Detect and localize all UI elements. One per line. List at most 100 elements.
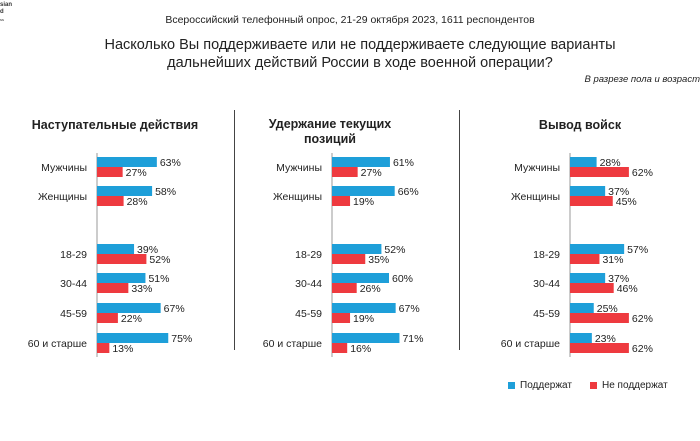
bar-support <box>332 273 389 283</box>
data-label-support: 57% <box>627 244 648 256</box>
panel-title-hold-line-1: Удержание текущих <box>268 117 392 131</box>
panel-title-hold-line-2: позиций <box>304 132 356 146</box>
bar-not-support <box>97 254 147 264</box>
data-label-not-support: 62% <box>632 343 653 355</box>
data-label-not-support: 62% <box>632 313 653 325</box>
data-label-not-support: 19% <box>353 196 374 208</box>
category-label: 18-29 <box>295 249 322 261</box>
category-label: 60 и старше <box>28 338 87 350</box>
data-label-not-support: 26% <box>360 283 381 295</box>
legend-item-not-support: Не поддержат <box>590 380 668 391</box>
category-label: 60 и старше <box>501 338 560 350</box>
data-label-support: 52% <box>384 244 405 256</box>
category-label: Мужчины <box>276 162 322 174</box>
question-title: Насколько Вы поддерживаете или не поддер… <box>60 36 660 72</box>
data-label-support: 58% <box>155 186 176 198</box>
bar-not-support <box>332 167 358 177</box>
logo-line-3: ss <box>0 17 4 22</box>
bar-support <box>570 244 625 254</box>
bar-support <box>570 157 597 167</box>
bar-not-support <box>332 283 357 293</box>
bar-not-support <box>570 343 629 353</box>
data-label-not-support: 28% <box>127 196 148 208</box>
bar-not-support <box>570 283 614 293</box>
panel-title-hold-positions: Удержание текущих позиций <box>245 117 415 147</box>
category-label: Женщины <box>511 191 560 203</box>
data-label-support: 66% <box>398 186 419 198</box>
question-line-1: Насколько Вы поддерживаете или не поддер… <box>104 37 616 53</box>
data-label-not-support: 16% <box>350 343 371 355</box>
bar-not-support <box>97 313 118 323</box>
bar-support <box>97 333 169 343</box>
data-label-not-support: 13% <box>112 343 133 355</box>
bar-not-support <box>97 196 124 206</box>
category-label: 60 и старше <box>263 338 322 350</box>
panel-title-withdrawal: Вывод войск <box>538 118 622 132</box>
bar-not-support <box>570 196 613 206</box>
panel-divider-2 <box>459 110 460 350</box>
category-label: 30-44 <box>60 278 87 290</box>
bar-not-support <box>97 167 123 177</box>
bar-not-support <box>97 283 129 293</box>
data-label-not-support: 35% <box>368 254 389 266</box>
logo-line-1: sian <box>0 2 13 8</box>
bar-not-support <box>332 343 348 353</box>
bar-support <box>97 303 161 313</box>
breakdown-subtitle: В разрезе пола и возраст <box>584 74 700 85</box>
bar-not-support <box>332 196 351 206</box>
data-label-support: 75% <box>171 333 192 345</box>
data-label-not-support: 27% <box>361 167 382 179</box>
bar-not-support <box>570 167 629 177</box>
question-line-2: дальнейших действий России в ходе военно… <box>167 55 553 71</box>
bar-support <box>97 244 135 254</box>
data-label-not-support: 62% <box>632 167 653 179</box>
category-label: Мужчины <box>514 162 560 174</box>
bar-support <box>332 244 382 254</box>
data-label-not-support: 19% <box>353 313 374 325</box>
data-label-support: 71% <box>402 333 423 345</box>
data-label-support: 51% <box>148 273 169 285</box>
logo: sian d ss <box>0 2 12 23</box>
category-label: 18-29 <box>533 249 560 261</box>
bar-support <box>332 333 400 343</box>
survey-info: Всероссийский телефонный опрос, 21-29 ок… <box>165 14 535 26</box>
bar-not-support <box>97 343 110 353</box>
data-label-support: 39% <box>137 244 158 256</box>
logo-line-2: d <box>0 9 4 15</box>
bar-support <box>570 186 606 196</box>
panel-divider-1 <box>234 110 235 350</box>
data-label-not-support: 22% <box>121 313 142 325</box>
bar-support <box>97 273 146 283</box>
data-label-not-support: 45% <box>616 196 637 208</box>
legend-label-not-support: Не поддержат <box>602 380 668 391</box>
bar-not-support <box>570 313 629 323</box>
category-label: Женщины <box>273 191 322 203</box>
bar-support <box>570 273 606 283</box>
category-label: 45-59 <box>533 308 560 320</box>
data-label-not-support: 31% <box>602 254 623 266</box>
data-label-support: 37% <box>608 273 629 285</box>
data-label-support: 61% <box>393 157 414 169</box>
bar-not-support <box>332 313 351 323</box>
category-label: 45-59 <box>60 308 87 320</box>
legend-label-support: Поддержат <box>520 380 572 391</box>
data-label-support: 37% <box>608 186 629 198</box>
bar-support <box>570 303 594 313</box>
bar-support <box>97 186 153 196</box>
data-label-support: 67% <box>164 303 185 315</box>
data-label-not-support: 46% <box>617 283 638 295</box>
legend-swatch-support <box>508 382 515 389</box>
category-label: Женщины <box>38 191 87 203</box>
category-label: 30-44 <box>533 278 560 290</box>
data-label-support: 67% <box>399 303 420 315</box>
data-label-not-support: 52% <box>149 254 170 266</box>
data-label-support: 25% <box>597 303 618 315</box>
bar-support <box>97 157 157 167</box>
bar-not-support <box>332 254 366 264</box>
bar-support <box>570 333 592 343</box>
bar-support <box>332 186 395 196</box>
legend-swatch-not-support <box>590 382 597 389</box>
category-label: Мужчины <box>41 162 87 174</box>
data-label-not-support: 33% <box>131 283 152 295</box>
